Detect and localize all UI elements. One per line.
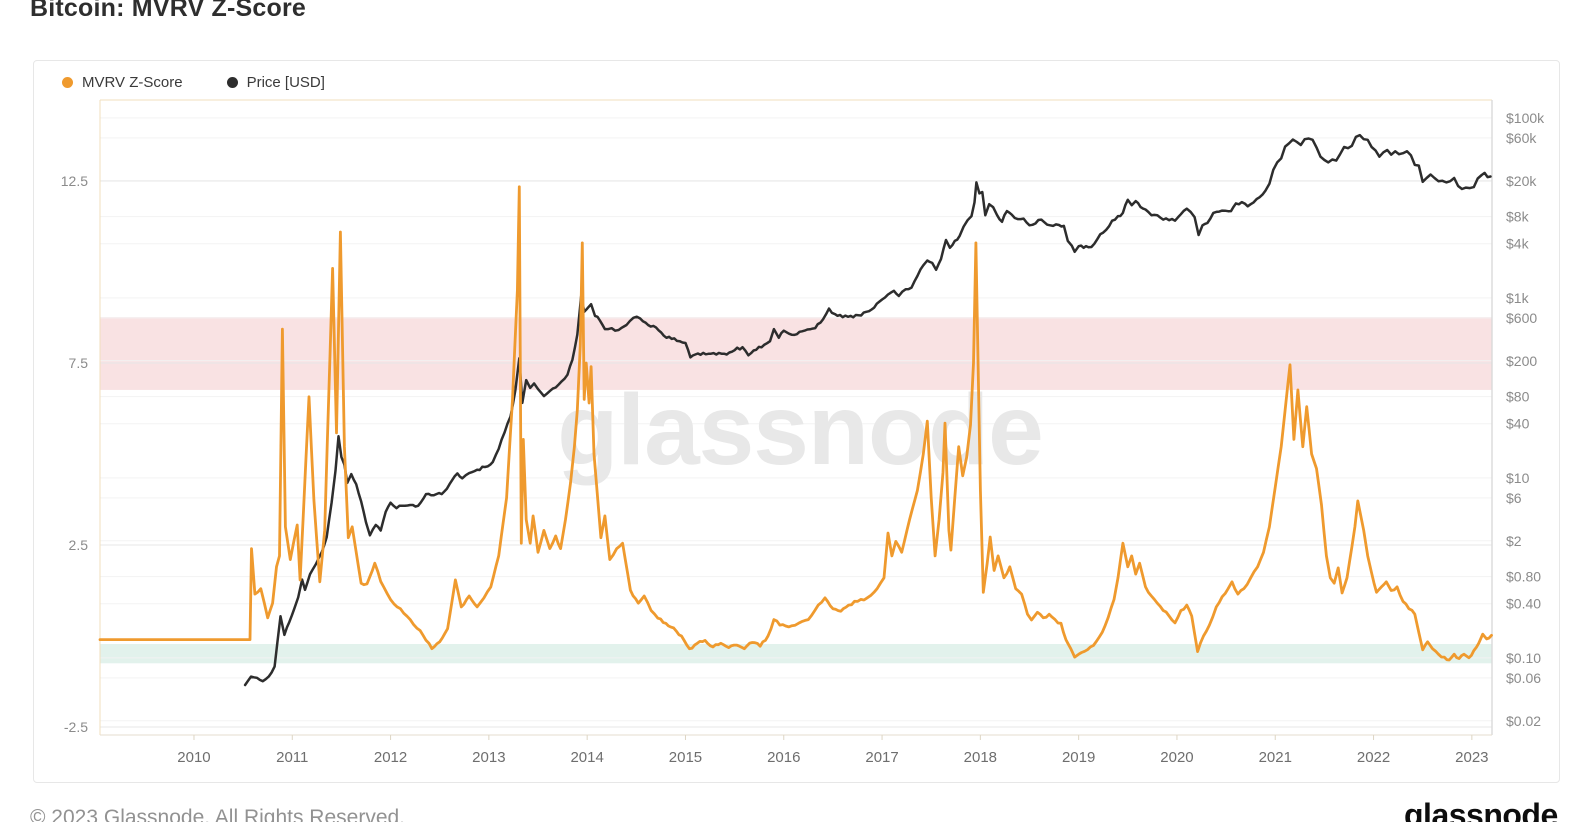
price-series-line <box>243 133 1492 687</box>
grid-layer <box>100 117 1492 728</box>
x-axis-tick-label: 2018 <box>964 749 997 766</box>
right-axis-tick-label: $20k <box>1506 173 1537 189</box>
plot-frame-layer <box>99 99 1493 736</box>
legend-label-mvrv: MVRV Z-Score <box>82 74 183 91</box>
left-axis-tick-label: 7.5 <box>69 355 89 371</box>
right-axis-tick-label: $8k <box>1506 209 1530 225</box>
right-axis-tick-label: $0.40 <box>1506 596 1541 612</box>
chart-legend: MVRV Z-Score Price [USD] <box>62 74 325 91</box>
bands-layer <box>100 317 1492 664</box>
x-axis-tick-label: 2016 <box>767 749 800 766</box>
legend-dot-price-icon <box>226 77 238 88</box>
x-axis-tick-label: 2019 <box>1062 749 1095 766</box>
left-axis-tick-label: -2.5 <box>64 719 88 735</box>
right-axis-tick-label: $600 <box>1506 310 1537 326</box>
right-axis-tick-label: $0.80 <box>1506 569 1541 585</box>
x-axis-tick-label: 2011 <box>276 749 308 766</box>
right-axis-tick-label: $0.06 <box>1506 670 1541 686</box>
right-axis-tick-label: $0.02 <box>1506 713 1541 729</box>
legend-dot-mvrv-icon <box>62 77 73 88</box>
x-axis-tick-label: 2012 <box>374 749 407 766</box>
right-axis-tick-label: $2 <box>1506 533 1522 549</box>
legend-item-price[interactable]: Price [USD] <box>226 74 325 91</box>
copyright-text: © 2023 Glassnode. All Rights Reserved. <box>30 806 406 822</box>
glassnode-logo[interactable]: glassnode <box>1404 797 1558 822</box>
page-title: Bitcoin: MVRV Z-Score <box>30 0 306 22</box>
right-axis-tick-label: $100k <box>1506 110 1545 126</box>
left-axis-tick-label: 12.5 <box>61 173 88 189</box>
x-axis-tick-label: 2022 <box>1357 749 1390 766</box>
x-axis-tick-label: 2017 <box>865 749 898 766</box>
x-axis-tick-label: 2015 <box>669 749 702 766</box>
right-axis-tick-label: $40 <box>1506 416 1530 432</box>
series-layer <box>98 133 1493 687</box>
right-axis-tick-label: $4k <box>1506 236 1530 252</box>
x-axis-tick-label: 2013 <box>472 749 505 766</box>
right-axis-tick-label: $200 <box>1506 353 1537 369</box>
right-axis-tick-label: $80 <box>1506 389 1530 405</box>
band-1 <box>100 643 1492 664</box>
mvrv-series-line <box>98 185 1493 662</box>
legend-label-price: Price [USD] <box>246 74 325 91</box>
right-axis-tick-label: $1k <box>1506 290 1530 306</box>
right-axis-tick-label: $0.10 <box>1506 650 1541 666</box>
x-axis-tick-label: 2021 <box>1259 749 1292 766</box>
x-axis-tick-label: 2020 <box>1160 749 1193 766</box>
x-axis-tick-label: 2023 <box>1455 749 1488 766</box>
x-axis-tick-label: 2010 <box>177 749 210 766</box>
x-axis-tick-label: 2014 <box>570 749 603 766</box>
legend-item-mvrv[interactable]: MVRV Z-Score <box>62 74 183 91</box>
right-axis-tick-label: $60k <box>1506 130 1537 146</box>
right-axis-tick-label: $10 <box>1506 470 1530 486</box>
left-axis-tick-label: 2.5 <box>69 537 89 553</box>
right-axis-tick-label: $6 <box>1506 490 1522 506</box>
axis-labels-layer: 12.5 7.5 2.5 -2.5 $100k $60k $20k $8k $4k $1k $600… <box>61 110 1545 766</box>
